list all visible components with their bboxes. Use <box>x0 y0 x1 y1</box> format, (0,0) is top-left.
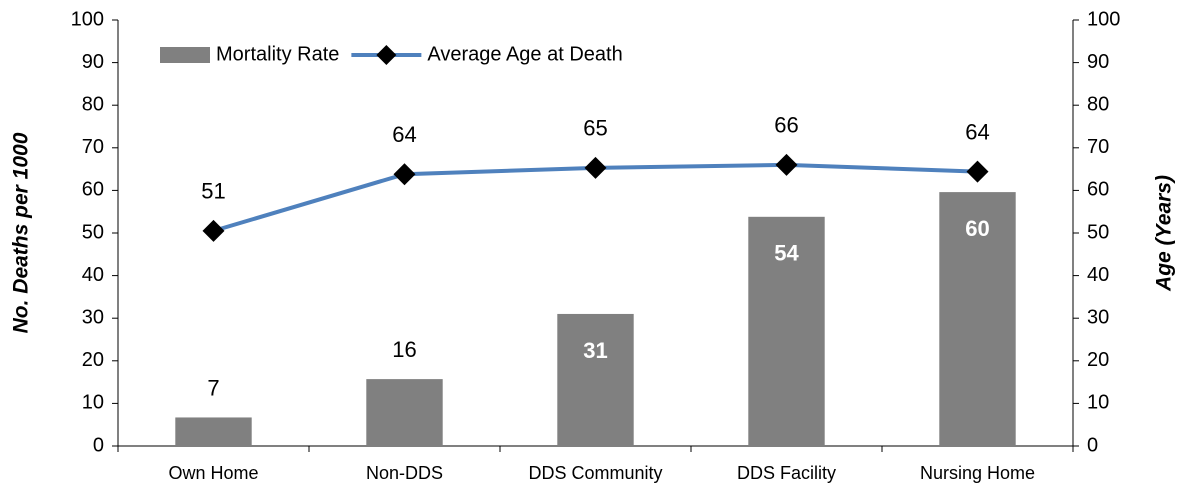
x-tick-label: Nursing Home <box>920 463 1035 483</box>
y-axis-title: No. Deaths per 1000 <box>10 132 33 333</box>
bar <box>748 216 825 446</box>
line-value-label: 65 <box>583 116 607 141</box>
y2-tick-label: 40 <box>1087 264 1109 286</box>
x-tick-label: Non-DDS <box>366 463 443 483</box>
x-tick-label: Own Home <box>168 463 258 483</box>
y2-tick-label: 90 <box>1087 51 1109 73</box>
bar-value-label: 31 <box>583 338 607 363</box>
legend-label: Mortality Rate <box>216 43 339 65</box>
y2-tick-label: 100 <box>1087 8 1120 30</box>
y-tick-label: 0 <box>93 434 104 456</box>
y2-tick-label: 30 <box>1087 306 1109 328</box>
y-tick-label: 20 <box>82 349 104 371</box>
legend-marker <box>376 45 397 65</box>
marker <box>584 156 607 179</box>
y-tick-label: 60 <box>82 179 104 201</box>
bar <box>366 379 443 446</box>
line-value-label: 64 <box>392 122 416 147</box>
line-value-label: 51 <box>201 179 225 204</box>
legend-label: Average Age at Death <box>427 43 622 65</box>
y-tick-label: 80 <box>82 93 104 115</box>
y-tick-label: 50 <box>82 221 104 243</box>
y-tick-label: 100 <box>71 8 104 30</box>
marker <box>775 153 798 176</box>
line-value-label: 64 <box>965 119 989 144</box>
y2-axis-title: Age (Years) <box>1153 175 1176 292</box>
y-tick-label: 10 <box>82 392 104 414</box>
bar-value-label: 16 <box>392 337 416 362</box>
bar-value-label: 7 <box>207 375 219 400</box>
y-tick-label: 70 <box>82 136 104 158</box>
y2-tick-label: 0 <box>1087 434 1098 456</box>
bar <box>175 417 252 446</box>
y-tick-label: 40 <box>82 264 104 286</box>
bar <box>939 192 1016 446</box>
marker <box>393 163 416 186</box>
y2-tick-label: 80 <box>1087 93 1109 115</box>
legend-swatch <box>160 47 210 63</box>
bar-value-label: 60 <box>965 216 989 241</box>
x-tick-label: DDS Facility <box>737 463 836 483</box>
x-tick-label: DDS Community <box>528 463 662 483</box>
y2-tick-label: 50 <box>1087 221 1109 243</box>
bar <box>557 313 634 446</box>
y-tick-label: 90 <box>82 51 104 73</box>
marker <box>202 219 225 242</box>
line-value-label: 66 <box>774 113 798 138</box>
y2-tick-label: 70 <box>1087 136 1109 158</box>
y2-tick-label: 10 <box>1087 392 1109 414</box>
y2-tick-label: 20 <box>1087 349 1109 371</box>
bar-value-label: 54 <box>774 241 799 266</box>
y2-tick-label: 60 <box>1087 179 1109 201</box>
marker <box>966 160 989 183</box>
y-tick-label: 30 <box>82 306 104 328</box>
